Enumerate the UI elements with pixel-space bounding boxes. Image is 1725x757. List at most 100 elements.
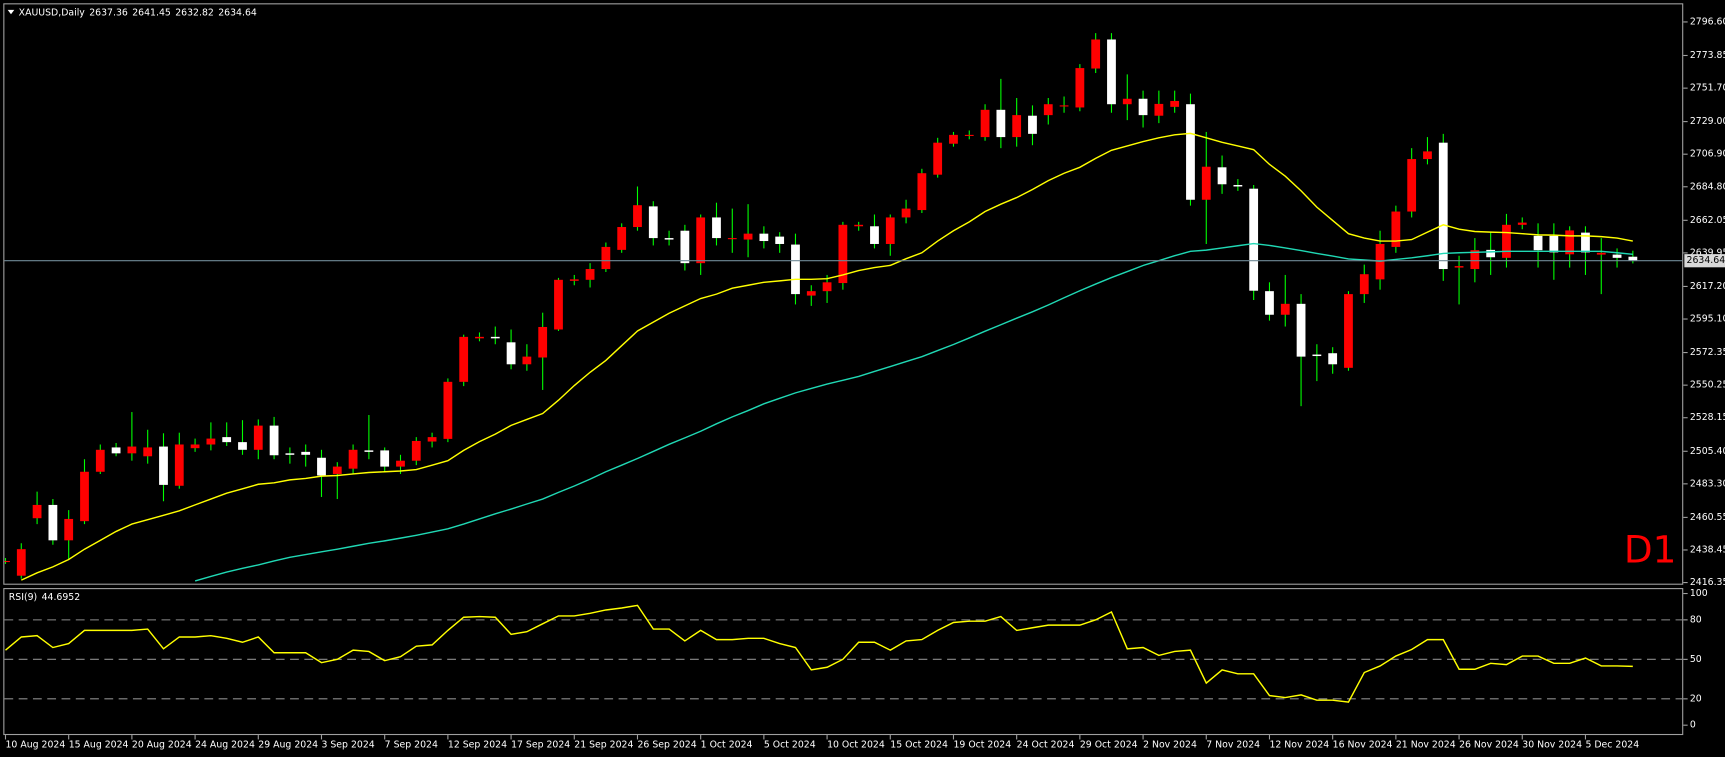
- x-tick-label: 21 Nov 2024: [1396, 739, 1456, 750]
- rsi-panel-frame: [3, 588, 1684, 736]
- candle-body: [870, 226, 879, 244]
- candle-body: [1423, 151, 1432, 160]
- candle-body: [332, 466, 342, 474]
- candle-body: [4, 560, 10, 563]
- candle-body: [459, 336, 469, 382]
- x-tick-label: 5 Oct 2024: [764, 739, 816, 750]
- open-value: 2637.36: [89, 7, 128, 18]
- high-value: 2641.45: [132, 7, 171, 18]
- y-tick-label: 2729.00: [1690, 116, 1725, 127]
- candle-body: [1454, 266, 1464, 268]
- x-tick-label: 17 Sep 2024: [511, 739, 570, 750]
- x-tick-label: 5 Dec 2024: [1585, 739, 1639, 750]
- candle-body: [427, 437, 437, 442]
- x-tick-label: 24 Aug 2024: [195, 739, 255, 750]
- candle-body: [490, 336, 500, 339]
- candle-body: [317, 457, 326, 476]
- candle-body: [1170, 100, 1180, 107]
- candle-body: [1091, 39, 1101, 69]
- candle-body: [48, 504, 58, 541]
- y-tick-label: 2617.20: [1690, 281, 1725, 292]
- rsi-title: RSI(9) 44.6952: [9, 591, 80, 602]
- candle-body: [1486, 249, 1496, 258]
- candle-body: [1075, 68, 1085, 108]
- y-tick-label: 2796.60: [1690, 16, 1725, 27]
- rsi-value: 44.6952: [42, 591, 81, 602]
- candle-body: [569, 279, 579, 281]
- y-tick-label: 0: [1690, 720, 1696, 731]
- candle-body: [1122, 98, 1132, 105]
- candle-body: [1312, 354, 1322, 357]
- x-tick-label: 26 Sep 2024: [637, 739, 696, 750]
- candle-body: [285, 453, 295, 455]
- candle-body: [174, 444, 184, 486]
- candle-body: [1012, 115, 1022, 138]
- candle-body: [949, 134, 958, 144]
- main-plot: [4, 33, 1683, 582]
- candle-body: [1549, 235, 1559, 253]
- x-tick-label: 15 Oct 2024: [890, 739, 948, 750]
- candle-body: [538, 326, 548, 358]
- low-value: 2632.82: [175, 7, 214, 18]
- collapse-arrow: [7, 9, 15, 15]
- candle-body: [1596, 252, 1606, 255]
- x-tick-label: 10 Aug 2024: [5, 739, 65, 750]
- moving-average-line: [194, 242, 1633, 582]
- y-tick-label: 20: [1690, 693, 1702, 704]
- candle-body: [775, 236, 785, 244]
- candle-body: [159, 446, 168, 485]
- candle-body: [1328, 353, 1338, 365]
- candle-body: [1043, 104, 1053, 116]
- y-tick-label: 50: [1690, 654, 1702, 665]
- candle-body: [933, 142, 943, 175]
- candle-body: [806, 291, 816, 296]
- candle-body: [854, 224, 864, 227]
- candle-body: [522, 356, 532, 365]
- candle-body: [1502, 224, 1511, 258]
- candle-body: [1517, 222, 1527, 225]
- candle-body: [1107, 39, 1116, 105]
- x-tick-label: 2 Nov 2024: [1143, 739, 1197, 750]
- x-tick-label: 12 Sep 2024: [448, 739, 507, 750]
- candle-body: [1296, 303, 1306, 357]
- candle-body: [1533, 235, 1543, 251]
- candle-body: [190, 444, 200, 449]
- candle-body: [1470, 250, 1480, 270]
- candle-body: [1628, 256, 1638, 261]
- candle-body: [443, 381, 453, 439]
- y-tick-label: 2595.10: [1690, 314, 1725, 325]
- rsi-line: [5, 604, 1633, 703]
- candle-body: [206, 438, 216, 445]
- y-tick-label: 2572.35: [1690, 347, 1725, 358]
- candle-body: [1581, 232, 1590, 253]
- candle-body: [1138, 98, 1148, 116]
- candle-body: [838, 224, 848, 284]
- candle-body: [506, 342, 516, 365]
- candle-body: [696, 217, 706, 264]
- candle-body: [1249, 188, 1259, 291]
- rsi-name: RSI(9): [9, 591, 37, 602]
- candle-body: [554, 279, 563, 330]
- candle-body: [822, 282, 832, 292]
- candle-body: [269, 425, 279, 456]
- candle-body: [111, 447, 121, 454]
- candle-body: [996, 109, 1006, 138]
- y-tick-label: 100: [1690, 588, 1708, 599]
- y-tick-label: 2438.45: [1690, 544, 1725, 555]
- candle-body: [664, 238, 674, 240]
- x-tick-label: 21 Sep 2024: [574, 739, 633, 750]
- x-tick-label: 12 Nov 2024: [1269, 739, 1329, 750]
- x-tick-label: 7 Sep 2024: [385, 739, 438, 750]
- candle-body: [791, 244, 800, 295]
- candle-body: [1391, 211, 1401, 247]
- y-tick-label: 2639.95: [1690, 247, 1725, 258]
- current-price-box: [1684, 254, 1725, 268]
- candle-body: [380, 450, 390, 467]
- candle-body: [411, 440, 421, 461]
- x-tick-label: 15 Aug 2024: [69, 739, 129, 750]
- candle-body: [1028, 115, 1037, 134]
- candle-body: [1059, 105, 1069, 107]
- x-tick-label: 3 Sep 2024: [321, 739, 374, 750]
- candle-body: [1407, 159, 1417, 212]
- candle-body: [1265, 291, 1274, 315]
